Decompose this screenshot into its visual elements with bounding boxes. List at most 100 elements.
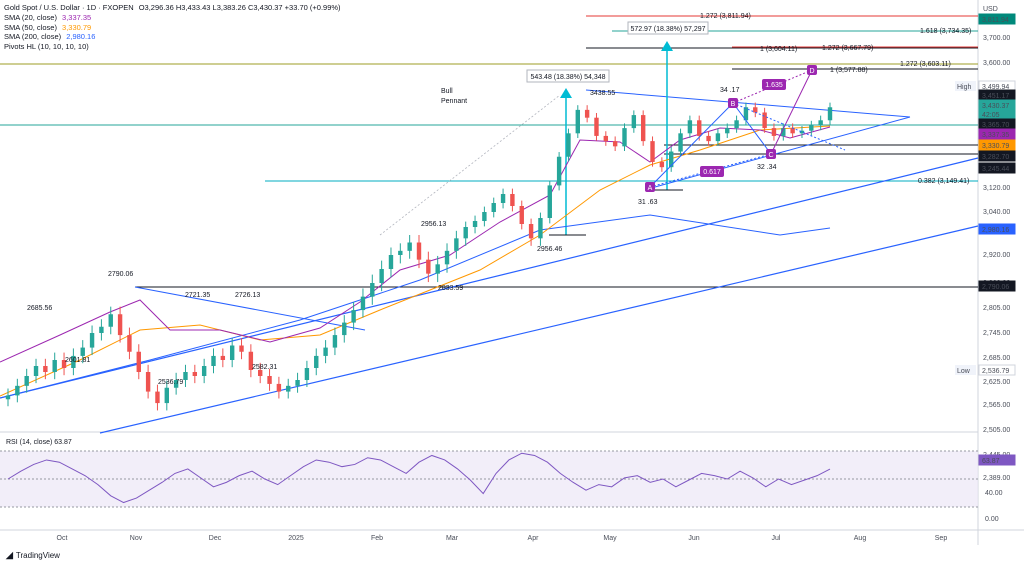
- symbol-row[interactable]: Gold Spot / U.S. Dollar · 1D · FXOPEN O3…: [4, 3, 341, 13]
- pivot-label: 2790.06: [108, 271, 133, 278]
- y-axis-tick: 2,565.00: [983, 402, 1010, 409]
- harmonic-point-badge: [766, 149, 776, 159]
- measure-label-2: 572.97 (18.38%) 57,297: [630, 26, 705, 33]
- fib-label: 1.618 (3,734.35): [920, 28, 971, 35]
- pivot-label: 31 .63: [638, 199, 658, 206]
- tradingview-logo-icon: ◢: [6, 550, 13, 560]
- candle-body: [145, 372, 151, 392]
- harmonic-ac-dotted: [649, 153, 772, 188]
- measure-arrowhead-1: [560, 88, 572, 98]
- indicator-value: 2,980.16: [66, 32, 96, 42]
- price-tag-box: [978, 139, 1016, 151]
- candle-body: [659, 161, 665, 168]
- candle-body: [173, 380, 179, 388]
- x-axis-tick: Jul: [772, 535, 781, 542]
- candle-body: [61, 360, 67, 368]
- indicator-sma50[interactable]: SMA (50, close) 3,330.79: [4, 23, 341, 33]
- candle-body: [304, 368, 310, 380]
- price-tag-value: 42:05: [982, 112, 1000, 119]
- x-axis-tick: Apr: [528, 535, 540, 542]
- pivot-label: 2726.13: [235, 292, 260, 299]
- candle-body: [267, 376, 272, 384]
- price-tag-box: [978, 150, 1016, 162]
- candle-body: [117, 314, 123, 336]
- x-axis-tick: Dec: [209, 535, 222, 542]
- candle-body: [650, 141, 655, 162]
- price-tag-box: [978, 128, 1016, 140]
- indicator-value: 3,337.35: [62, 12, 92, 22]
- harmonic-point-label: C: [768, 152, 773, 159]
- price-tag-value: 3,245.44: [982, 166, 1009, 173]
- y-axis-tick: 2,625.00: [983, 379, 1010, 386]
- candle-body: [556, 156, 562, 186]
- fib-label: 1 (3,604.11): [760, 46, 797, 53]
- price-tag-box: [978, 454, 1016, 466]
- x-axis-tick: Nov: [130, 535, 143, 542]
- price-tag-label-box: [955, 365, 976, 375]
- chart-legend: Gold Spot / U.S. Dollar · 1D · FXOPEN O3…: [4, 3, 341, 52]
- candle-body: [351, 310, 356, 323]
- price-tag-label-box: [955, 81, 976, 91]
- candle-body: [398, 250, 403, 255]
- candle-body: [276, 383, 282, 392]
- y-axis-tick: 3,120.00: [983, 185, 1010, 192]
- rsi-line: [7, 452, 831, 504]
- candle-body: [612, 141, 618, 147]
- candle-body: [127, 335, 132, 352]
- candle-body: [725, 128, 730, 134]
- ratio-label: 1.635: [765, 82, 783, 89]
- indicator-value: 3,330.79: [62, 22, 92, 32]
- y-axis-tick: 2,745.00: [983, 330, 1010, 337]
- candle-body: [379, 269, 384, 283]
- ratio-badge: [762, 79, 786, 90]
- pivot-label: 2956.46: [537, 246, 562, 253]
- y-axis-tick: 3,700.00: [983, 35, 1010, 42]
- candle-body: [183, 372, 188, 380]
- indicator-pivots[interactable]: Pivots HL (10, 10, 10, 10): [4, 42, 341, 52]
- candle-body: [286, 385, 291, 392]
- measure-label-1: 543.48 (18.38%) 54,348: [530, 74, 605, 81]
- indicator-sma200[interactable]: SMA (200, close) 2,980.16: [4, 32, 341, 42]
- pivot-label: 2685.56: [27, 305, 52, 312]
- price-tag-box: [978, 223, 1016, 235]
- candle-body: [5, 395, 11, 400]
- candle-body: [71, 355, 76, 368]
- candle-body: [762, 112, 767, 129]
- x-axis-tick: Jun: [688, 535, 699, 542]
- candle-body: [229, 345, 235, 360]
- candle-body: [510, 194, 515, 206]
- fib-label: 0.382 (3,149.41): [918, 178, 969, 185]
- rsi-legend: RSI (14, close) 63.87: [6, 439, 72, 446]
- harmonic-point-badge: [807, 65, 817, 75]
- candle-body: [715, 133, 721, 142]
- candle-body: [239, 345, 244, 352]
- candle-body: [706, 135, 711, 142]
- price-tag-value: 63.87: [982, 458, 1000, 465]
- price-tag-value: 2,980.16: [982, 227, 1009, 234]
- x-axis-tick: May: [603, 535, 617, 542]
- candle-body: [99, 326, 104, 333]
- candle-body: [491, 203, 496, 212]
- candle-body: [697, 120, 702, 136]
- ohlc-values: O3,296.36 H3,433.43 L3,383.26 C3,430.37 …: [138, 3, 341, 12]
- candle-body: [43, 366, 48, 372]
- candle-body: [753, 107, 758, 113]
- candle-body: [444, 250, 450, 265]
- harmonic-point-badge: [645, 182, 655, 192]
- candle-body: [500, 194, 506, 203]
- currency-label: USD: [983, 6, 998, 13]
- candle-body: [323, 347, 328, 356]
- candle-body: [342, 322, 347, 336]
- tradingview-brand[interactable]: ◢ TradingView: [6, 550, 60, 561]
- price-tag-box: [978, 364, 1016, 376]
- pivot-label: 2536.79: [158, 379, 183, 386]
- candle-body: [603, 135, 609, 142]
- candle-body: [687, 120, 693, 134]
- y-axis-tick: 2,685.00: [983, 355, 1010, 362]
- candle-body: [482, 212, 487, 221]
- y-axis-tick: 2,920.00: [983, 252, 1010, 259]
- indicator-sma20[interactable]: SMA (20, close) 3,337.35: [4, 13, 341, 23]
- x-axis-tick: Mar: [446, 535, 459, 542]
